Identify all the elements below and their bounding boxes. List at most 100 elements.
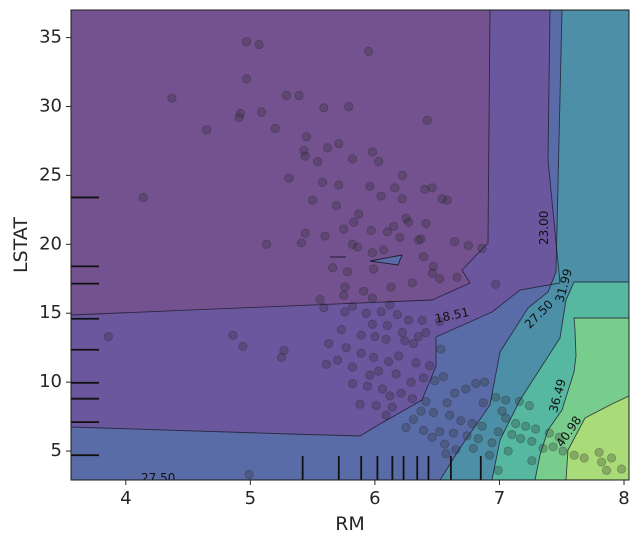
scatter-point — [422, 115, 432, 125]
scatter-point — [361, 308, 371, 318]
scatter-point — [527, 456, 537, 466]
scatter-point — [347, 301, 358, 311]
scatter-point — [359, 286, 369, 296]
scatter-point — [507, 429, 517, 440]
scatter-point — [254, 39, 264, 50]
scatter-point — [317, 177, 328, 187]
scatter-point — [484, 450, 495, 460]
scatter-point — [334, 139, 344, 149]
scatter-point — [527, 436, 537, 447]
scatter-point — [544, 428, 554, 438]
scatter-point — [425, 361, 435, 371]
scatter-point — [376, 191, 386, 201]
scatter-point — [606, 453, 617, 463]
scatter-point — [339, 290, 349, 300]
contour-island — [369, 254, 403, 266]
scatter-point — [479, 377, 490, 387]
scatter-point — [242, 74, 252, 84]
scatter-point — [355, 399, 365, 409]
scatter-point — [467, 418, 477, 429]
scatter-point — [438, 372, 449, 382]
scatter-point — [167, 93, 177, 103]
scatter-point — [408, 338, 419, 349]
scatter-point — [491, 279, 501, 289]
contour-band-2 — [71, 10, 629, 480]
x-tick-label: 7 — [494, 488, 505, 509]
scatter-point — [514, 396, 524, 407]
y-tick-label: 10 — [39, 371, 62, 392]
scatter-point — [299, 145, 309, 156]
scatter-point — [344, 101, 354, 112]
scatter-point — [503, 446, 513, 456]
scatter-point — [347, 378, 358, 389]
scatter-point — [416, 234, 426, 244]
scatter-point — [435, 427, 445, 437]
scatter-point — [548, 442, 558, 452]
x-tick-label: 6 — [369, 488, 380, 509]
scatter-point — [411, 358, 421, 368]
scatter-point — [395, 232, 405, 243]
scatter-point — [450, 388, 460, 398]
scatter-point — [324, 338, 334, 349]
scatter-point — [388, 221, 399, 231]
scatter-point — [451, 445, 461, 455]
scatter-point — [511, 418, 521, 429]
scatter-point — [313, 157, 323, 167]
y-axis: 5 10 15 20 25 30 35 — [39, 27, 71, 461]
y-tick-label: 25 — [39, 164, 62, 185]
scatter-point — [315, 294, 325, 305]
scatter-point — [392, 310, 402, 320]
scatter-point — [228, 330, 238, 340]
scatter-point — [407, 278, 417, 288]
scatter-point — [340, 282, 350, 292]
contour-lines — [71, 10, 629, 480]
scatter-point — [421, 396, 431, 407]
scatter-point — [321, 359, 331, 369]
scatter-point — [284, 173, 294, 183]
scatter-point — [336, 325, 346, 335]
scatter-point — [381, 410, 391, 420]
y-tick-label: 5 — [51, 440, 62, 461]
scatter-point — [530, 424, 541, 434]
scatter-point — [365, 181, 375, 192]
scatter-point — [471, 378, 481, 389]
scatter-point — [401, 213, 411, 223]
scatter-point — [521, 421, 531, 431]
scatter-point — [385, 300, 395, 310]
scatter-point — [397, 194, 407, 204]
scatter-point — [435, 274, 445, 284]
scatter-point — [371, 400, 381, 411]
scatter-point — [296, 238, 307, 248]
scatter-point — [463, 241, 473, 251]
scatter-point — [437, 194, 447, 204]
scatter-point — [202, 125, 212, 135]
scatter-point — [407, 394, 417, 404]
scatter-point — [367, 147, 378, 157]
scatter-points — [103, 37, 627, 480]
scatter-point — [450, 236, 460, 247]
scatter-point — [493, 427, 503, 437]
scatter-point — [276, 352, 287, 362]
scatter-point — [391, 369, 401, 379]
contour-fills — [71, 10, 629, 480]
scatter-point — [579, 453, 589, 463]
scatter-point — [334, 180, 344, 190]
scatter-point — [401, 423, 411, 433]
y-tick-label: 30 — [39, 95, 62, 116]
scatter-point — [367, 293, 378, 303]
scatter-point — [347, 239, 358, 249]
scatter-point — [366, 225, 376, 236]
scatter-point — [501, 395, 511, 405]
contour-line-5 — [534, 317, 629, 480]
scatter-point — [554, 432, 564, 442]
scatter-point — [427, 268, 437, 278]
scatter-point — [452, 272, 462, 282]
scatter-point — [400, 336, 410, 346]
scatter-point — [376, 307, 386, 317]
scatter-point — [427, 432, 437, 442]
scatter-point — [558, 446, 568, 456]
scatter-point — [421, 219, 431, 229]
scatter-point — [367, 247, 378, 258]
scatter-point — [369, 264, 379, 274]
scatter-point — [300, 228, 310, 238]
